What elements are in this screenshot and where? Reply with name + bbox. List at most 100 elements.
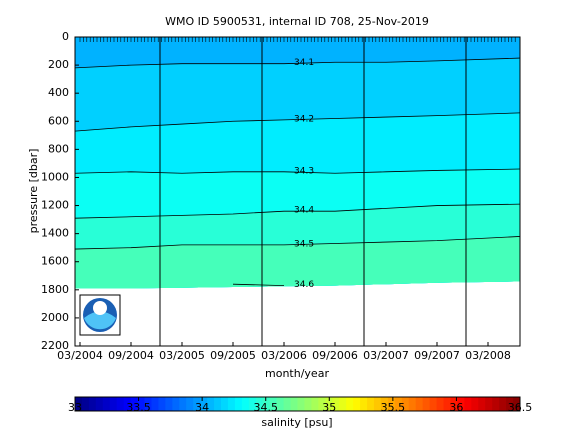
colorbar-cell: [214, 397, 222, 411]
contour-line: [74, 236, 521, 250]
y-tick-label: 600: [48, 114, 69, 127]
y-tick-label: 1800: [41, 283, 69, 296]
colorbar-cell: [158, 397, 166, 411]
y-tick-label: 2200: [41, 339, 69, 352]
colorbar-tick-label: 36.5: [508, 401, 533, 414]
colorbar-cell: [137, 397, 146, 411]
colorbar-cell: [88, 397, 97, 411]
colorbar-cell: [471, 397, 479, 411]
colorbar-cell: [373, 397, 382, 411]
colorbar-tick-label: 34: [195, 401, 209, 414]
colorbar-cell: [193, 397, 201, 411]
colorbar-cell: [311, 397, 319, 411]
colorbar-cell: [485, 397, 493, 411]
colorbar-cell: [415, 397, 424, 411]
colorbar-cell: [304, 397, 312, 411]
colorbar-cell: [179, 397, 187, 411]
colorbar-cell: [165, 397, 173, 411]
colorbar-cell: [234, 397, 243, 411]
colorbar-cell: [325, 397, 333, 411]
colorbar-tick-label: 35.5: [381, 401, 406, 414]
x-tick-label: 09/2006: [312, 349, 358, 362]
colorbar-cell: [513, 397, 521, 411]
colorbar-cell: [276, 397, 285, 411]
logo: [79, 294, 121, 336]
colorbar-cell: [346, 397, 354, 411]
colorbar-tick-label: 33: [68, 401, 82, 414]
colorbar-cell: [360, 397, 368, 411]
colorbar-cell: [144, 397, 152, 411]
colorbar-cell: [255, 397, 264, 411]
colorbar-cell: [436, 397, 445, 411]
contour-label: 34.3: [294, 166, 314, 176]
y-tick-label: 2000: [41, 311, 69, 324]
contour-label: 34.6: [294, 280, 314, 290]
colorbar-cell: [492, 397, 500, 411]
colorbar-cell: [283, 397, 292, 411]
y-tick-label: 400: [48, 86, 69, 99]
overlay: [74, 36, 521, 412]
colorbar-tick-label: 35: [322, 401, 336, 414]
contour-line: [74, 112, 521, 132]
y-tick-label: 1200: [41, 199, 69, 212]
colorbar-cell: [186, 397, 194, 411]
chart-title: WMO ID 5900531, internal ID 708, 25-Nov-…: [165, 15, 429, 28]
colorbar-cell: [443, 397, 451, 411]
colorbar-cell: [109, 397, 118, 411]
x-tick-label: 03/2006: [261, 349, 307, 362]
x-tick-label: 03/2008: [465, 349, 511, 362]
colorbar-cell: [318, 397, 326, 411]
colorbar-cell: [380, 397, 389, 411]
y-tick-label: 200: [48, 58, 69, 71]
x-tick-label: 09/2007: [414, 349, 460, 362]
colorbar-cell: [422, 397, 431, 411]
colorbar-cell: [172, 397, 180, 411]
colorbar-cell: [290, 397, 298, 411]
colorbar-cell: [116, 397, 125, 411]
layer: [75, 236, 520, 289]
colorbar-cell: [332, 397, 340, 411]
colorbar-cell: [450, 397, 458, 411]
colorbar-cell: [221, 397, 229, 411]
colorbar-cell: [227, 397, 236, 411]
colorbar-cell: [506, 397, 514, 411]
colorbar-cell: [269, 397, 278, 411]
colorbar-tick-label: 33.5: [126, 401, 151, 414]
x-tick-label: 03/2004: [57, 349, 103, 362]
x-axis-label: month/year: [265, 367, 329, 380]
colorbar-cell: [95, 397, 104, 411]
y-tick-label: 1000: [41, 170, 69, 183]
colorbar-cell: [81, 397, 90, 411]
colorbar-cell: [394, 397, 403, 411]
colorbar-cell: [241, 397, 250, 411]
y-tick-label: 0: [62, 30, 69, 43]
colorbar-frame: [74, 396, 521, 412]
colorbar-cell: [339, 397, 347, 411]
colorbar-cell: [353, 397, 361, 411]
colorbar-cell: [123, 397, 132, 411]
colorbar-cell: [248, 397, 257, 411]
contour-line: [74, 168, 521, 174]
colorbar-tick-label: 36: [449, 401, 463, 414]
x-tick-label: 03/2007: [363, 349, 409, 362]
field: 34.1 34.2 34.3 34.4 34.5 34.6: [74, 37, 521, 411]
colorbar-cell: [102, 397, 111, 411]
x-tick-label: 03/2005: [159, 349, 205, 362]
y-tick-label: 800: [48, 142, 69, 155]
colorbar-cell: [457, 397, 465, 411]
contour-line: [74, 203, 521, 219]
x-tick-label: 09/2005: [210, 349, 256, 362]
contour-line: [74, 57, 521, 69]
colorbar-cell: [499, 397, 507, 411]
contour-line: [232, 283, 285, 287]
y-tick-label: 1600: [41, 255, 69, 268]
colorbar-cell: [478, 397, 486, 411]
y-axis-label: pressure [dbar]: [27, 149, 40, 234]
colorbar-cell: [130, 397, 139, 411]
contour-label: 34.1: [294, 58, 314, 68]
contour-label: 34.2: [294, 114, 314, 124]
colorbar-cell: [401, 397, 410, 411]
colorbar-cell: [75, 397, 83, 411]
colorbar-cell: [429, 397, 438, 411]
